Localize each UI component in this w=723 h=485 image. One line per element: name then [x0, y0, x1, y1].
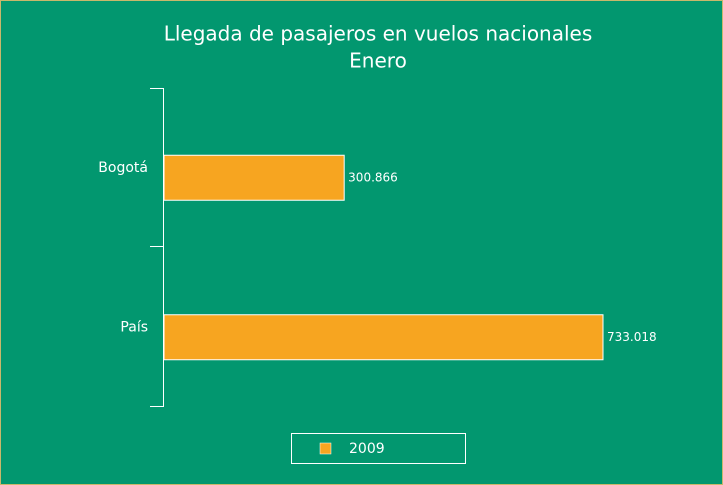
legend-label: 2009	[349, 441, 385, 457]
chart-subtitle: Enero	[349, 49, 407, 73]
data-label: 733.018	[607, 330, 657, 344]
bar	[163, 314, 604, 361]
bar	[163, 154, 345, 201]
legend-box	[291, 433, 466, 464]
chart-title: Llegada de pasajeros en vuelos nacionale…	[164, 22, 593, 46]
y-tick-label: Bogotá	[98, 160, 148, 176]
legend-swatch	[319, 442, 332, 455]
y-tick-label: País	[120, 319, 148, 335]
data-label: 300.866	[348, 170, 398, 184]
